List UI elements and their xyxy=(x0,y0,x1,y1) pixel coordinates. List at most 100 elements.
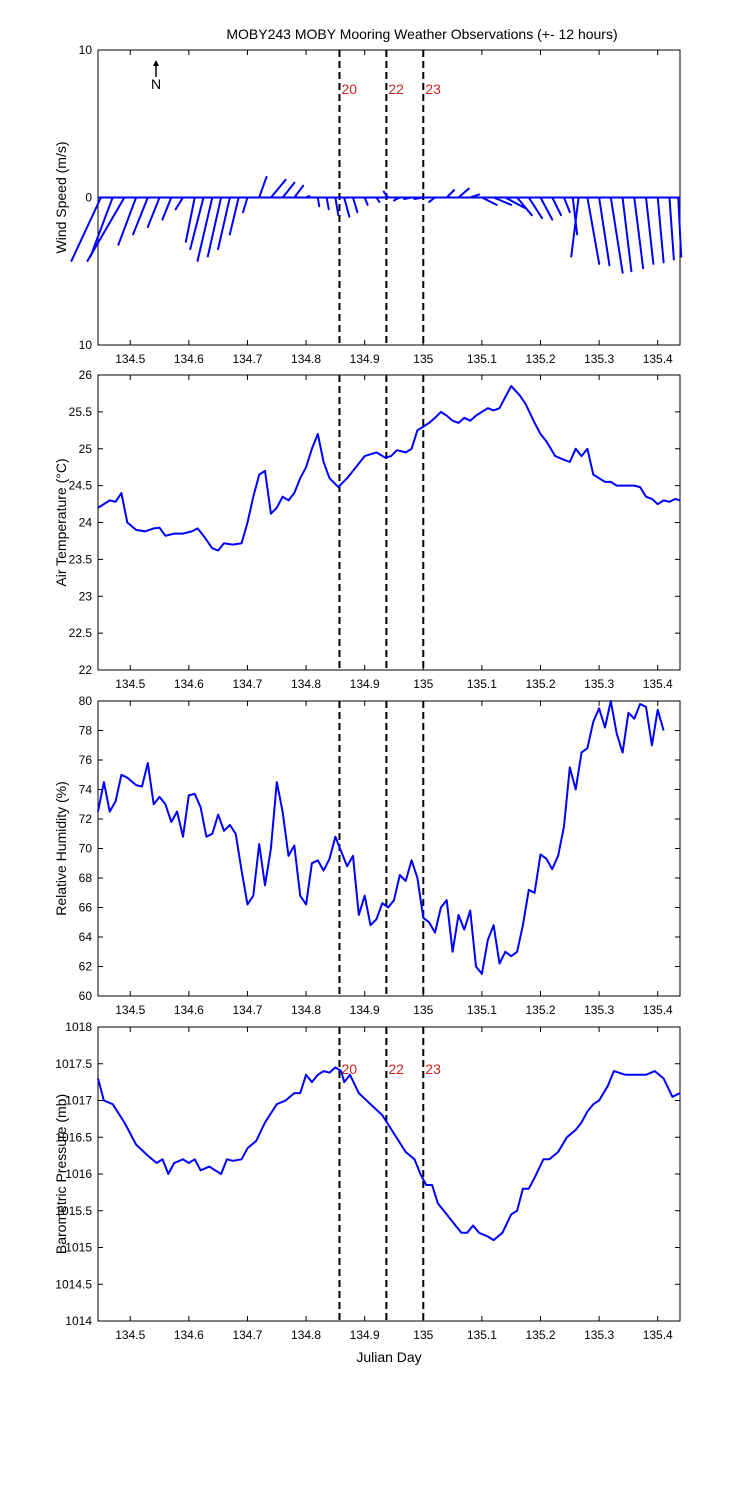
x-tick-label: 134.8 xyxy=(291,677,321,691)
wind-vector xyxy=(334,196,340,217)
x-tick-label: 135.3 xyxy=(584,677,614,691)
x-tick-label: 134.6 xyxy=(174,1328,204,1342)
wind-vector xyxy=(677,196,683,258)
y-tick-label: 76 xyxy=(79,753,93,767)
x-tick-label: 134.9 xyxy=(350,1328,380,1342)
x-tick-label: 134.9 xyxy=(350,677,380,691)
y-tick-label: 1016.5 xyxy=(55,1130,92,1144)
wind-vector xyxy=(117,196,138,246)
wind-vector xyxy=(196,196,214,262)
wind-vector xyxy=(504,196,526,209)
wind-vector xyxy=(363,196,369,206)
y-tick-label: 10 xyxy=(79,338,93,352)
wind-vector xyxy=(184,196,196,243)
wind-vector xyxy=(146,196,161,228)
x-tick-label: 134.6 xyxy=(174,1003,204,1017)
wind-vector xyxy=(392,196,401,202)
wind-vector xyxy=(492,196,513,206)
y-tick-label: 74 xyxy=(79,783,93,797)
wind-vector xyxy=(269,178,287,199)
marker-label-22: 22 xyxy=(388,81,404,97)
y-tick-label: 23 xyxy=(79,589,93,603)
y-tick-label: 1017 xyxy=(65,1094,92,1108)
y-axis-label: Relative Humidity (%) xyxy=(53,781,69,916)
marker-label-23: 23 xyxy=(425,1061,441,1077)
chart-panel-3: 60 62 64 66 68 70 72 74 76 78 80 134.5 134.6 134.7 134… xyxy=(53,694,681,1017)
x-tick-label: 135.2 xyxy=(525,1003,555,1017)
wind-vector xyxy=(403,196,413,200)
wind-vector xyxy=(343,196,351,218)
y-axis-label: Barometric Pressure (mb) xyxy=(53,1094,69,1254)
wind-vector xyxy=(382,190,390,199)
chart-panel-2: 22 22.5 23 23.5 24 24.5 25 25.5 26 134.5 134.6 134.… xyxy=(53,368,681,691)
wind-vector xyxy=(609,196,624,274)
wind-vector xyxy=(445,189,456,199)
panels-group: 10 0 10 134.5 134.6 134.7 134.8 134.9 135 135.1 13… xyxy=(53,43,683,1365)
y-tick-label: 78 xyxy=(79,724,93,738)
x-tick-label: 134.5 xyxy=(115,677,145,691)
wind-vector xyxy=(189,196,205,251)
wind-vector xyxy=(428,196,437,203)
x-tick-label: 134.9 xyxy=(350,352,380,366)
y-tick-label: 22 xyxy=(79,663,93,677)
wind-vector xyxy=(228,196,240,236)
wind-vector xyxy=(668,196,675,261)
x-tick-label: 135.4 xyxy=(643,352,673,366)
marker-label-20: 20 xyxy=(341,1061,357,1077)
x-tick-label: 134.7 xyxy=(232,1003,262,1017)
x-tick-label: 135.3 xyxy=(584,1328,614,1342)
wind-vector xyxy=(70,196,102,262)
x-tick-label: 135.3 xyxy=(584,352,614,366)
wind-vector xyxy=(516,196,533,217)
x-tick-label: 135.2 xyxy=(525,677,555,691)
y-tick-label: 70 xyxy=(79,842,93,856)
x-tick-label: 134.5 xyxy=(115,1328,145,1342)
wind-vector xyxy=(305,195,311,199)
x-tick-label: 135.4 xyxy=(643,1003,673,1017)
wind-vector xyxy=(562,196,571,214)
wind-vector xyxy=(570,196,580,258)
marker-label-20: 20 xyxy=(341,81,357,97)
x-tick-label: 134.7 xyxy=(232,1328,262,1342)
wind-vector xyxy=(469,193,481,199)
y-tick-label: 26 xyxy=(79,368,93,382)
y-axis-label: Wind Speed (m/s) xyxy=(53,141,69,253)
y-tick-label: 64 xyxy=(79,930,93,944)
x-tick-label: 135.4 xyxy=(643,1328,673,1342)
chart-panel-4: 1014 1014.5 1015 1015.5 1016 1016.5 1017 1017.5… xyxy=(53,1020,681,1365)
wind-vector xyxy=(571,196,579,236)
y-tick-label: 1015 xyxy=(65,1241,92,1255)
wind-vector xyxy=(217,196,231,251)
x-tick-label: 134.9 xyxy=(350,1003,380,1017)
y-tick-label: 68 xyxy=(79,871,93,885)
wind-vector xyxy=(621,196,633,273)
wind-vector xyxy=(551,196,563,217)
x-tick-label: 135.1 xyxy=(467,1328,497,1342)
wind-vector xyxy=(86,196,126,262)
y-tick-label: 62 xyxy=(79,960,93,974)
x-tick-label: 135 xyxy=(413,1328,433,1342)
y-tick-label: 25.5 xyxy=(69,405,93,419)
wind-vector xyxy=(325,196,330,211)
wind-vector xyxy=(132,196,149,236)
wind-vector xyxy=(258,175,268,199)
wind-vector xyxy=(281,181,296,199)
wind-vector xyxy=(413,196,425,200)
y-tick-label: 24.5 xyxy=(69,479,93,493)
y-tick-label: 1014 xyxy=(65,1314,92,1328)
y-tick-label: 66 xyxy=(79,901,93,915)
x-tick-label: 134.8 xyxy=(291,352,321,366)
y-tick-label: 23.5 xyxy=(69,552,93,566)
y-tick-label: 22.5 xyxy=(69,626,93,640)
y-tick-label: 10 xyxy=(79,43,93,57)
marker-label-23: 23 xyxy=(425,81,441,97)
x-tick-label: 134.8 xyxy=(291,1003,321,1017)
x-tick-label: 134.8 xyxy=(291,1328,321,1342)
x-tick-label: 134.7 xyxy=(232,677,262,691)
x-tick-label: 135 xyxy=(413,352,433,366)
wind-vector xyxy=(316,196,321,208)
wind-vector xyxy=(457,187,470,199)
wind-vector xyxy=(375,196,381,203)
wind-vector xyxy=(645,196,655,265)
